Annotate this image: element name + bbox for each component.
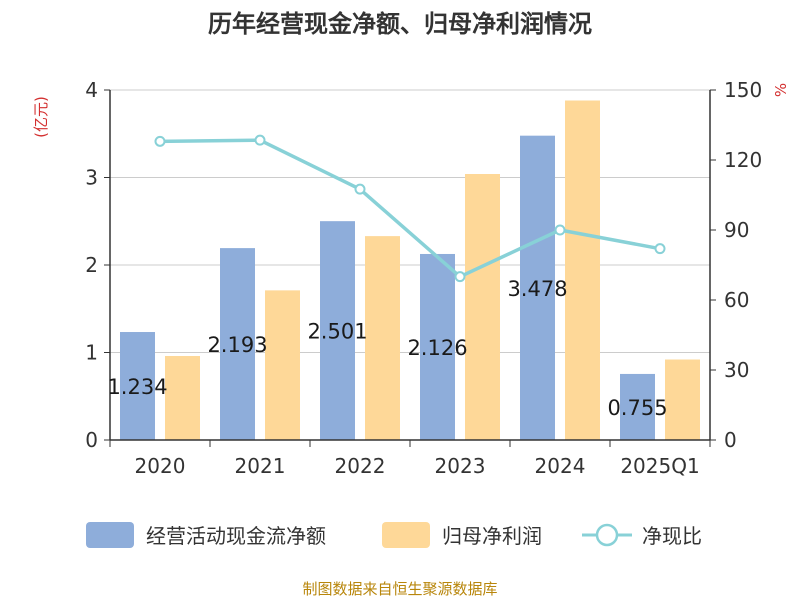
gridlines	[110, 89, 710, 353]
ratio-point	[454, 271, 466, 283]
net-profit-bar	[465, 174, 500, 440]
legend-ratio-marker	[595, 523, 619, 547]
net-profit-bar	[665, 359, 700, 440]
net-profit-bar	[265, 290, 300, 440]
cash-flow-value-label: 3.478	[507, 277, 567, 301]
x-tick-label: 2023	[435, 454, 486, 478]
left-tick-label: 4	[85, 78, 98, 102]
right-tick-label: 90	[724, 218, 749, 242]
left-tick-label: 2	[85, 253, 98, 277]
right-tick-label: 120	[724, 148, 762, 172]
ratio-point	[154, 135, 166, 147]
right-axis-unit: %	[772, 83, 790, 97]
source-note: 制图数据来自恒生聚源数据库	[302, 580, 497, 598]
axes: 0 1 2 3 4 0 30 60 90 120 150 2020 2021 2022 2023 2024 20…	[85, 78, 762, 478]
left-tick-label: 1	[85, 341, 98, 365]
legend-cash-label: 经营活动现金流净额	[146, 524, 326, 548]
left-tick-label: 3	[85, 166, 98, 190]
cash-flow-bar	[620, 373, 655, 440]
cash-flow-value-label: 2.193	[207, 333, 267, 357]
right-tick-label: 150	[724, 78, 762, 102]
legend-ratio-label: 净现比	[642, 524, 702, 548]
cash-flow-bar	[320, 221, 355, 440]
x-tick-label: 2024	[535, 454, 586, 478]
bar-series	[120, 100, 700, 441]
net-profit-bar	[565, 100, 600, 440]
left-tick-label: 0	[85, 428, 98, 452]
cash-flow-value-label: 2.126	[407, 336, 467, 360]
x-tick-label: 2020	[135, 454, 186, 478]
x-tick-label: 2021	[235, 454, 286, 478]
cash-flow-value-label: 2.501	[307, 320, 367, 344]
legend-profit-label: 归母净利润	[442, 524, 542, 548]
chart-title: 历年经营现金净额、归母净利润情况	[208, 10, 592, 38]
legend-cash-swatch	[86, 522, 134, 548]
right-tick-label: 60	[724, 288, 749, 312]
cash-flow-bar	[520, 135, 555, 441]
data-labels: 1.234 2.193 2.501 2.126 3.478 0.755	[107, 277, 667, 420]
cash-flow-bar	[420, 253, 455, 440]
cash-flow-bar	[120, 332, 155, 440]
x-tick-label: 2025Q1	[620, 454, 699, 478]
net-profit-bar	[365, 236, 400, 440]
ratio-point	[354, 183, 366, 195]
ratio-point	[554, 224, 566, 236]
right-tick-label: 30	[724, 358, 749, 382]
ratio-line	[159, 138, 661, 279]
cash-flow-bar	[220, 248, 255, 440]
legend: 经营活动现金流净额 归母净利润 净现比	[86, 522, 702, 548]
net-profit-bar	[165, 356, 200, 440]
cash-flow-value-label: 0.755	[607, 396, 667, 420]
ratio-line-series	[154, 134, 666, 283]
ratio-point	[254, 134, 266, 146]
cash-flow-value-label: 1.234	[107, 375, 167, 399]
legend-profit-swatch	[382, 522, 430, 548]
left-axis-unit: (亿元)	[32, 96, 50, 138]
ratio-point	[654, 243, 666, 255]
right-tick-label: 0	[724, 428, 737, 452]
x-tick-label: 2022	[335, 454, 386, 478]
